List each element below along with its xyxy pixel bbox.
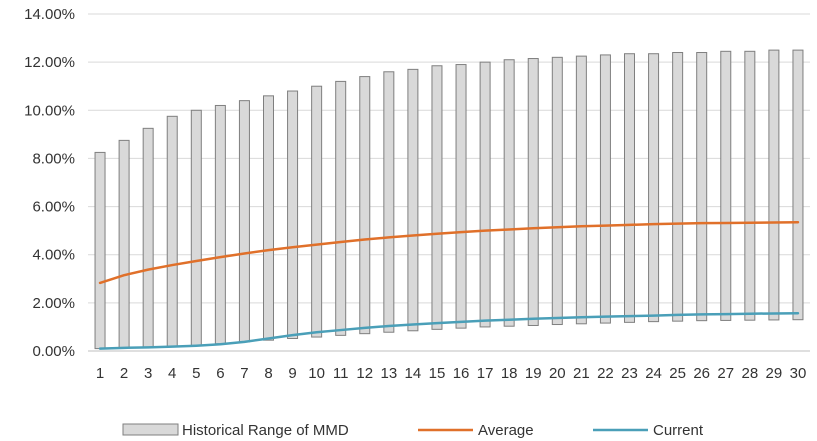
x-tick-label: 28 [741,365,758,382]
x-tick-label: 19 [525,365,542,382]
x-tick-label: 24 [645,365,662,382]
x-tick-label: 25 [669,365,686,382]
range-bar [118,139,130,349]
range-bar [696,52,708,322]
x-tick-label: 17 [477,365,494,382]
x-tick-label: 21 [573,365,590,382]
series-lines [98,220,800,350]
x-tick-label: 22 [597,365,614,382]
range-bar [624,53,635,323]
range-bar [166,115,178,348]
legend: Historical Range of MMD Average Current [122,422,704,439]
x-tick-label: 20 [549,365,566,382]
range-bar [672,52,684,322]
range-bar [479,61,491,328]
x-tick-label: 7 [240,365,248,382]
current-line [98,311,800,350]
x-tick-label: 29 [766,365,783,382]
x-tick-label: 15 [429,365,446,382]
x-tick-label: 9 [288,365,296,382]
range-bar [335,80,347,336]
legend-label-average: Average [478,422,534,439]
x-tick-label: 11 [333,365,349,382]
range-bar [287,90,299,339]
range-bar [383,71,395,333]
x-tick-label: 27 [717,365,734,382]
range-bars [94,49,804,350]
y-axis-tick-labels: 0.00% 2.00% 4.00% 6.00% 8.00% 10.00% 12.00% 14.… [24,6,75,360]
range-bar [455,64,467,329]
y-tick-label: 12.00% [24,54,75,71]
y-tick-label: 4.00% [32,247,75,264]
range-bar [238,100,250,343]
range-bar [431,65,443,330]
x-tick-label: 23 [621,365,638,382]
x-tick-label: 14 [405,365,422,382]
range-bar [311,85,323,338]
range-bar [551,56,563,326]
x-tick-label: 6 [216,365,224,382]
x-tick-label: 12 [356,365,373,382]
y-tick-label: 0.00% [32,343,75,360]
y-tick-label: 6.00% [32,199,75,216]
legend-label-range: Historical Range of MMD [182,422,349,439]
y-tick-label: 2.00% [32,295,75,312]
range-bar [792,49,804,321]
range-bar [214,104,226,345]
range-bar [359,76,371,335]
x-axis-tick-labels: 1 2 3 4 5 6 7 8 9 10 11 12 13 14 15 16 17 18 19 20 21 22 23 24 2… [96,365,806,382]
x-tick-label: 1 [96,365,104,382]
x-tick-label: 10 [308,365,325,382]
x-tick-label: 13 [380,365,397,382]
range-bar [720,50,732,321]
x-tick-label: 30 [790,365,807,382]
range-bar [527,58,539,326]
y-tick-label: 14.00% [24,6,75,23]
range-bar [744,50,756,321]
range-bar [648,53,660,323]
x-tick-label: 5 [192,365,200,382]
x-tick-label: 16 [453,365,470,382]
y-tick-label: 10.00% [24,102,75,119]
x-tick-label: 8 [264,365,272,382]
legend-label-current: Current [653,422,704,439]
range-bar [768,49,780,321]
range-bar [407,68,419,332]
x-tick-label: 18 [501,365,518,382]
range-bar [94,151,106,350]
x-tick-label: 3 [144,365,152,382]
average-line [98,220,800,285]
range-bar [190,109,202,347]
x-tick-label: 2 [120,365,128,382]
legend-swatch-range [122,423,179,436]
x-tick-label: 26 [693,365,710,382]
range-bar [263,95,274,341]
range-bar [503,59,515,327]
y-tick-label: 8.00% [32,150,75,167]
gridlines [88,13,810,304]
range-bar [142,127,154,348]
x-tick-label: 4 [168,365,176,382]
range-bar [575,55,587,325]
range-bar [599,54,611,324]
